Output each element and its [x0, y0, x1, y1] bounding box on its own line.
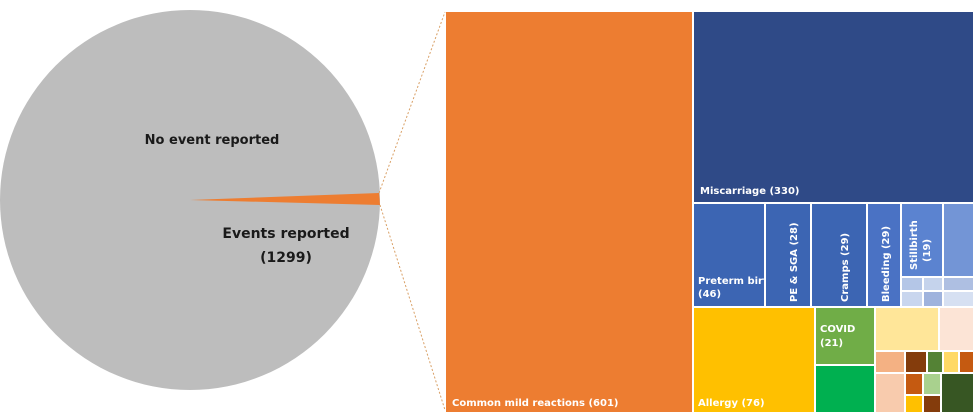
treemap-tile-blue-d [944, 278, 973, 290]
pie-slice-events [190, 193, 380, 205]
treemap-tile-common-mild [446, 12, 692, 412]
treemap-tile-miscarriage [694, 12, 973, 202]
treemap-tile-cream-b [940, 308, 973, 350]
treemap-tile-small-11 [924, 396, 940, 412]
treemap-label-pe-sga: PE & SGA (28) [789, 222, 800, 302]
treemap-tile-small-5 [960, 352, 973, 372]
treemap-tile-blue-e [902, 292, 922, 306]
treemap-tile-blue-c [924, 278, 942, 290]
pie-label-events-count: (1299) [260, 250, 312, 266]
treemap-tile-cream-a [876, 308, 938, 350]
treemap-tile-small-2 [906, 352, 926, 372]
pie-chart: No event reported Events reported (1299) [0, 10, 380, 390]
treemap-label-stillbirth: Stillbirth [909, 220, 920, 270]
treemap-label-cramps: Cramps (29) [840, 233, 851, 302]
treemap-label-covid-count: (21) [820, 338, 843, 349]
treemap-tile-allergy [694, 308, 814, 412]
treemap-label-stillbirth-count: (19) [922, 239, 933, 262]
treemap-tile-bleeding [868, 204, 900, 306]
treemap-tile-small-6 [876, 374, 904, 412]
treemap-tile-small-1 [876, 352, 904, 372]
treemap-tile-cramps [812, 204, 866, 306]
treemap-tile-small-10 [906, 396, 922, 412]
treemap-tile-small-7 [906, 374, 922, 394]
treemap-label-common-mild: Common mild reactions (601) [452, 398, 618, 409]
treemap-label-bleeding: Bleeding (29) [881, 226, 892, 302]
treemap-tile-pe-sga [766, 204, 810, 306]
treemap-tile-blue-b [902, 278, 922, 290]
treemap-label-covid: COVID [820, 324, 855, 335]
treemap-label-preterm: Preterm birth [698, 276, 775, 287]
treemap-label-allergy: Allergy (76) [698, 398, 765, 409]
treemap-tile-covid [816, 308, 874, 364]
treemap: Common mild reactions (601) Miscarriage … [446, 12, 973, 412]
treemap-tile-small-9 [942, 374, 973, 412]
pie-label-events: Events reported [222, 226, 349, 242]
connector-bottom [379, 204, 446, 411]
pie-label-no-event: No event reported [145, 133, 280, 148]
treemap-tile-preterm [694, 204, 764, 306]
treemap-tile-small-3 [928, 352, 942, 372]
treemap-tile-blue-f [924, 292, 942, 306]
treemap-tile-small-4 [944, 352, 958, 372]
treemap-tile-blue-a [944, 204, 973, 276]
treemap-label-miscarriage: Miscarriage (330) [700, 186, 800, 197]
treemap-tile-blue-g [944, 292, 973, 306]
treemap-label-preterm-count: (46) [698, 289, 721, 300]
connector-top [378, 11, 446, 194]
treemap-tile-small-8 [924, 374, 940, 394]
treemap-tile-green-a [816, 366, 874, 412]
treemap-tile-stillbirth [902, 204, 942, 276]
